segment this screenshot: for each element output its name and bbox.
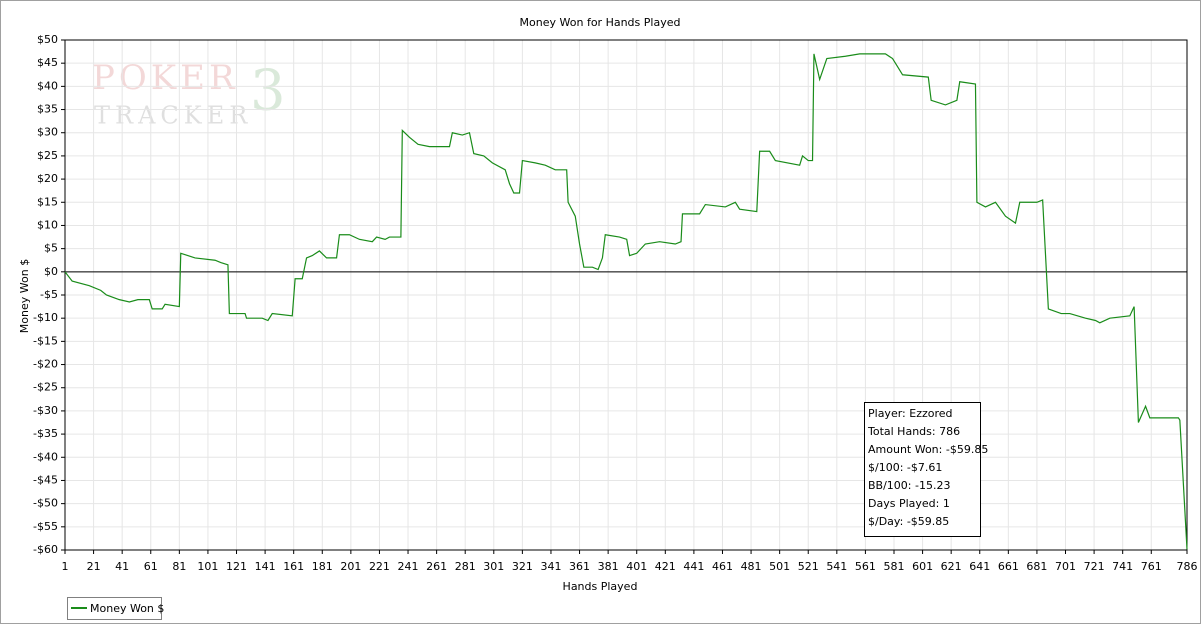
x-tick-label: 421	[655, 560, 676, 573]
x-tick-label: 581	[883, 560, 904, 573]
y-tick-label: $45	[37, 56, 58, 69]
x-tick-label: 541	[826, 560, 847, 573]
y-tick-label: $35	[37, 103, 58, 116]
stats-text: Days Played: 1	[868, 497, 950, 510]
stats-text: $/100: -$7.61	[868, 461, 942, 474]
y-tick-label: $20	[37, 172, 58, 185]
y-tick-label: $25	[37, 149, 58, 162]
plot-area	[64, 39, 1188, 551]
x-tick-label: 301	[483, 560, 504, 573]
stats-text: $/Day: -$59.85	[868, 515, 949, 528]
stats-text: Amount Won: -$59.85	[868, 443, 988, 456]
y-tick-label: -$30	[33, 404, 58, 417]
x-tick-label: 601	[912, 560, 933, 573]
watermark-text: 3	[250, 59, 286, 124]
chart-title: Money Won for Hands Played	[520, 16, 681, 29]
x-tick-label: 701	[1055, 560, 1076, 573]
y-tick-label: -$50	[33, 497, 58, 510]
y-tick-label: $30	[37, 126, 58, 139]
x-tick-label: 201	[340, 560, 361, 573]
stats-box: Player: Ezzored Total Hands: 786 Amount Wo…	[864, 402, 988, 537]
x-tick-label: 281	[455, 560, 476, 573]
x-tick-label: 141	[255, 560, 276, 573]
legend-frame	[67, 597, 162, 620]
x-tick-label: 181	[312, 560, 333, 573]
x-tick-label: 221	[369, 560, 390, 573]
stats-text: BB/100: -15.23	[868, 479, 950, 492]
y-tick-label: -$45	[33, 473, 58, 486]
x-tick-label: 341	[540, 560, 561, 573]
y-tick-label: -$40	[33, 450, 58, 463]
x-tick-label: 481	[741, 560, 762, 573]
legend-label: Money Won $	[90, 602, 164, 615]
x-tick-label: 361	[569, 560, 590, 573]
x-tick-label: 241	[398, 560, 419, 573]
x-tick-label: 461	[712, 560, 733, 573]
x-tick-label: 321	[512, 560, 533, 573]
watermark: POKER TRACKER 3	[92, 58, 286, 130]
legend: Money Won $	[67, 597, 164, 620]
x-tick-label: 21	[87, 560, 101, 573]
x-tick-label: 786	[1177, 560, 1198, 573]
x-tick-label: 501	[769, 560, 790, 573]
y-tick-label: -$15	[33, 334, 58, 347]
x-tick-label: 61	[144, 560, 158, 573]
x-tick-label: 41	[115, 560, 129, 573]
y-tick-label: -$35	[33, 427, 58, 440]
x-tick-label: 381	[598, 560, 619, 573]
x-tick-label: 721	[1084, 560, 1105, 573]
y-tick-label: $10	[37, 218, 58, 231]
y-tick-label: -$55	[33, 520, 58, 533]
x-tick-label: 1	[62, 560, 69, 573]
x-tick-label: 261	[426, 560, 447, 573]
x-tick-label: 641	[969, 560, 990, 573]
y-tick-label: $40	[37, 79, 58, 92]
y-tick-label: -$5	[40, 288, 58, 301]
x-tick-label: 741	[1112, 560, 1133, 573]
x-tick-label: 441	[683, 560, 704, 573]
x-tick-label: 401	[626, 560, 647, 573]
x-tick-label: 81	[172, 560, 186, 573]
watermark-text: POKER	[92, 58, 239, 98]
x-tick-label: 621	[941, 560, 962, 573]
y-tick-label: $5	[44, 242, 58, 255]
x-tick-label: 561	[855, 560, 876, 573]
y-tick-label: $0	[44, 265, 58, 278]
stats-text: Total Hands: 786	[867, 425, 960, 438]
x-tick-label: 101	[197, 560, 218, 573]
stats-box-frame	[864, 402, 981, 537]
stats-text: Player: Ezzored	[868, 407, 953, 420]
x-tick-label: 521	[798, 560, 819, 573]
y-axis-label: Money Won $	[18, 259, 31, 333]
x-tick-label: 661	[998, 560, 1019, 573]
y-tick-label: $50	[37, 33, 58, 46]
x-axis-label: Hands Played	[563, 580, 638, 593]
watermark-text: TRACKER	[94, 102, 252, 130]
x-tick-label: 161	[283, 560, 304, 573]
y-tick-label: -$20	[33, 358, 58, 371]
x-tick-label: 121	[226, 560, 247, 573]
y-tick-label: -$25	[33, 381, 58, 394]
x-tick-label: 761	[1141, 560, 1162, 573]
y-tick-label: $15	[37, 195, 58, 208]
x-tick-label: 681	[1026, 560, 1047, 573]
y-tick-label: -$10	[33, 311, 58, 324]
y-tick-label: -$60	[33, 543, 58, 556]
data-line	[64, 53, 1188, 550]
